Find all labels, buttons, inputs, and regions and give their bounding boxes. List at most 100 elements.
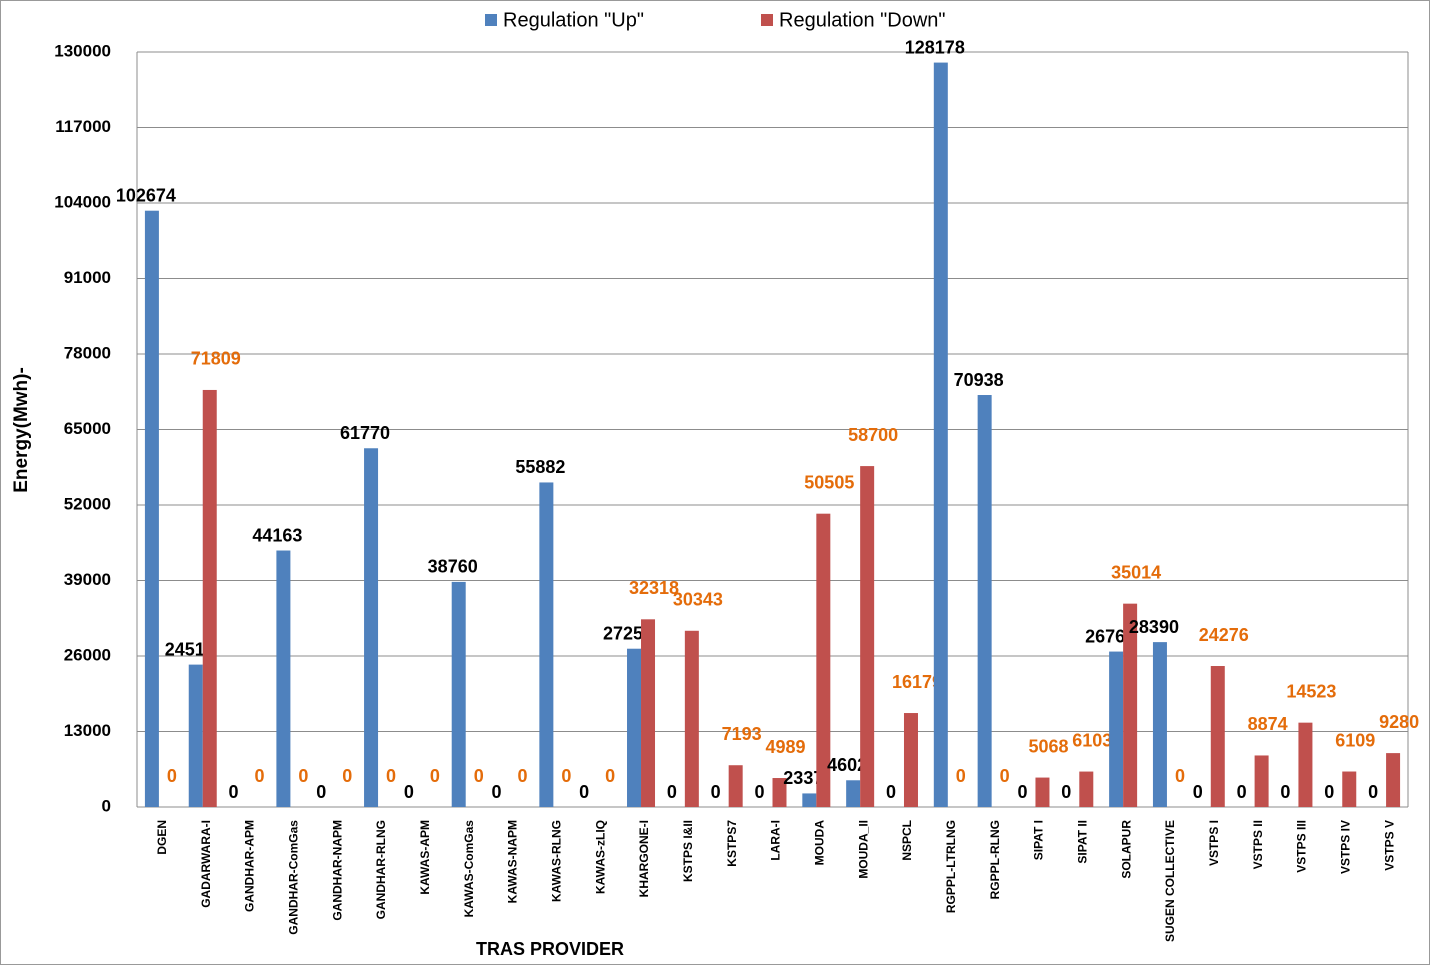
data-label: 44163 (252, 525, 302, 545)
bar (1035, 777, 1050, 807)
data-label: 26764 (1085, 626, 1135, 646)
bar (772, 778, 787, 807)
bar (977, 395, 992, 807)
data-label: 0 (255, 766, 265, 786)
data-label: 71809 (191, 349, 241, 369)
x-tick-label: NSPCL (900, 820, 914, 861)
data-label: 0 (956, 766, 966, 786)
x-tick-label: LARA-I (769, 820, 783, 861)
bar (1210, 666, 1225, 807)
legend-label: Regulation "Up" (503, 9, 644, 31)
x-tick-label: KAWAS-ComGas (462, 820, 476, 918)
y-tick-label: 130000 (54, 41, 111, 60)
data-label: 0 (492, 782, 502, 802)
x-tick-label: MOUDA_II (856, 820, 870, 879)
legend-swatch (761, 14, 773, 26)
y-tick-label: 39000 (64, 570, 111, 589)
y-tick-label: 26000 (64, 645, 111, 664)
data-label: 128178 (905, 37, 965, 57)
y-tick-label: 91000 (64, 268, 111, 287)
data-label: 0 (754, 782, 764, 802)
bar (188, 664, 203, 807)
bar (1152, 642, 1167, 807)
y-tick-label: 78000 (64, 343, 111, 362)
data-label: 0 (316, 782, 326, 802)
data-label: 30343 (673, 590, 723, 610)
y-tick-label: 13000 (64, 721, 111, 740)
x-tick-label: MOUDA (812, 820, 826, 866)
data-label: 0 (342, 766, 352, 786)
x-tick-label: VSTPS III (1295, 820, 1309, 873)
data-label: 38760 (428, 557, 478, 577)
data-label: 0 (1175, 766, 1185, 786)
legend-swatch (485, 14, 497, 26)
bar (728, 765, 743, 807)
bar (1254, 755, 1269, 807)
data-label: 58700 (848, 425, 898, 445)
x-tick-label: GANDHAR-RLNG (374, 820, 388, 919)
x-tick-label: KHARGONE-I (637, 820, 651, 897)
bar (539, 482, 554, 807)
data-label: 27255 (603, 623, 653, 643)
data-label: 0 (1280, 782, 1290, 802)
data-label: 24276 (1199, 625, 1249, 645)
data-label: 0 (1237, 782, 1247, 802)
x-axis-label: TRAS PROVIDER (476, 939, 624, 959)
x-tick-label: VSTPS V (1382, 820, 1396, 871)
data-label: 0 (474, 766, 484, 786)
data-label: 0 (886, 782, 896, 802)
x-tick-label: SOLAPUR (1119, 820, 1133, 879)
x-tick-label: VSTPS IV (1338, 820, 1352, 874)
data-label: 6109 (1335, 730, 1375, 750)
data-label: 0 (229, 782, 239, 802)
data-label: 0 (298, 766, 308, 786)
data-label: 0 (605, 766, 615, 786)
data-label: 61770 (340, 423, 390, 443)
bar (846, 780, 861, 807)
bar (451, 581, 466, 807)
data-label: 0 (518, 766, 528, 786)
y-axis-label: Energy(Mwh)- (11, 367, 32, 493)
bar (816, 513, 831, 807)
data-label: 0 (404, 782, 414, 802)
y-tick-label: 52000 (64, 494, 111, 513)
bar (1342, 771, 1357, 807)
data-label: 9280 (1379, 712, 1419, 732)
bar (144, 210, 159, 808)
data-label: 0 (1061, 782, 1071, 802)
data-label: 4602 (827, 755, 867, 775)
data-label: 24518 (165, 639, 215, 659)
bar (641, 619, 656, 807)
data-label: 28390 (1129, 617, 1179, 637)
x-tick-label: KAWAS-RLNG (550, 820, 564, 902)
bar (933, 62, 948, 808)
y-tick-label: 0 (102, 796, 111, 815)
x-tick-label: SUGEN COLLECTIVE (1163, 820, 1177, 942)
data-label: 0 (711, 782, 721, 802)
data-label: 0 (1324, 782, 1334, 802)
y-tick-label: 104000 (54, 192, 111, 211)
bar (364, 448, 379, 807)
data-label: 0 (1000, 766, 1010, 786)
bar (1386, 753, 1401, 807)
data-label: 35014 (1111, 562, 1161, 582)
data-label: 6103 (1072, 730, 1112, 750)
data-label: 0 (667, 782, 677, 802)
x-tick-label: KAWAS-APM (418, 820, 432, 895)
y-tick-label: 65000 (64, 419, 111, 438)
bar (684, 630, 699, 807)
bar (1298, 722, 1313, 807)
x-tick-label: SIPAT II (1075, 820, 1089, 864)
data-label: 4989 (765, 737, 805, 757)
x-tick-label: GANDHAR-ComGas (287, 820, 301, 935)
data-label: 0 (561, 766, 571, 786)
x-tick-label: KAWAS-zLIQ (593, 820, 607, 894)
bar (276, 550, 291, 807)
data-label: 55882 (515, 457, 565, 477)
data-label: 8874 (1248, 714, 1288, 734)
y-tick-label: 117000 (55, 117, 111, 136)
data-label: 102674 (116, 185, 176, 205)
data-label: 16179 (892, 672, 942, 692)
data-label: 50505 (804, 472, 854, 492)
